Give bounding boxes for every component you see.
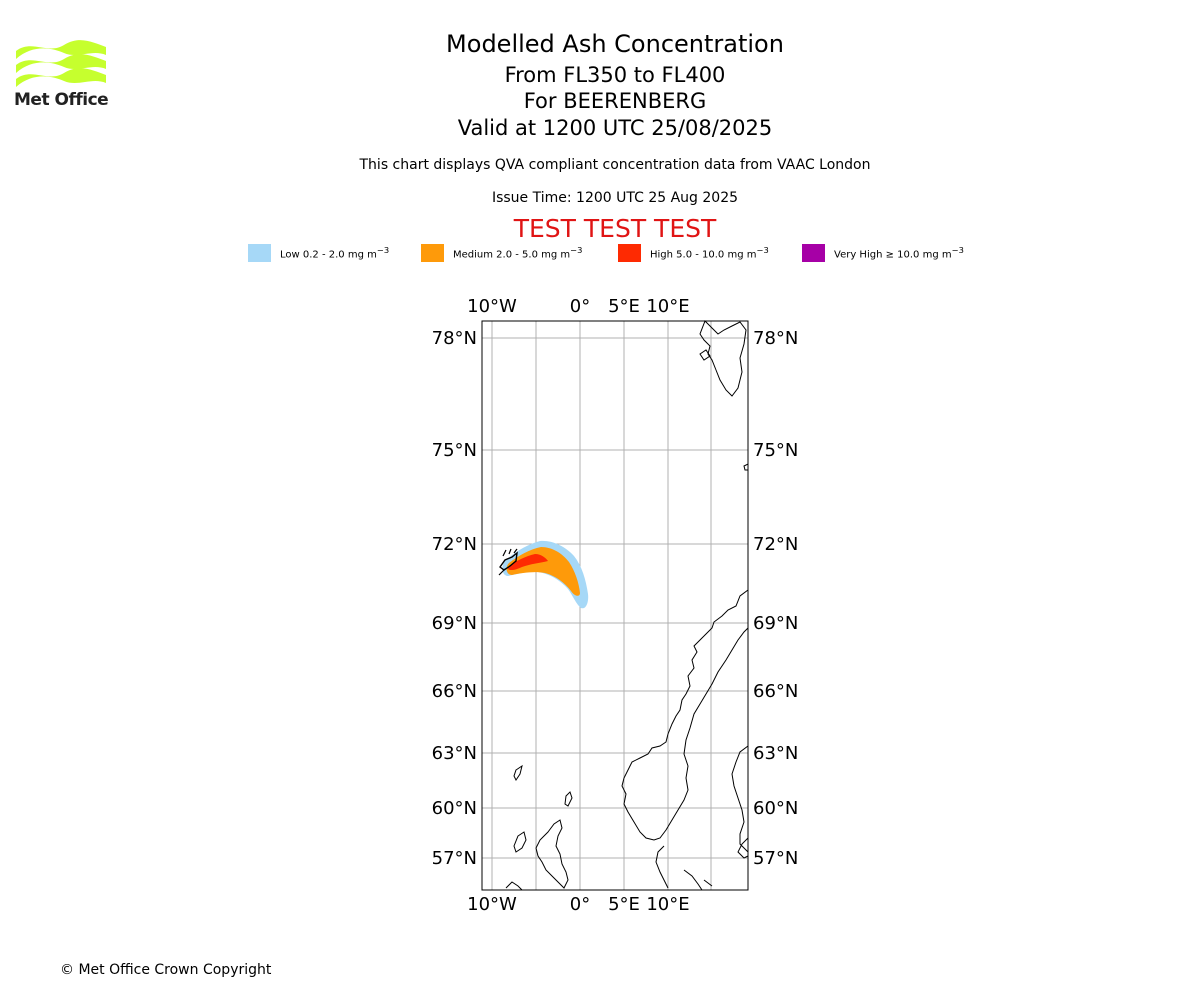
valid-time: Valid at 1200 UTC 25/08/2025 xyxy=(457,116,773,140)
lat-label-left-57n: 57°N xyxy=(432,848,477,869)
scotland-coast xyxy=(535,819,569,889)
lat-label-left-66n: 66°N xyxy=(432,681,477,702)
sweden-baltic-coast xyxy=(731,745,749,853)
lat-label-left-75n: 75°N xyxy=(432,440,477,461)
map-frame xyxy=(481,320,749,891)
copyright-notice: © Met Office Crown Copyright xyxy=(60,962,272,978)
lat-label-right-69n: 69°N xyxy=(753,613,798,634)
test-banner: TEST TEST TEST xyxy=(513,214,717,243)
lat-label-left-60n: 60°N xyxy=(432,798,477,819)
lat-label-left-69n: 69°N xyxy=(432,613,477,634)
lat-label-right-66n: 66°N xyxy=(753,681,798,702)
hebrides-coast xyxy=(513,831,527,853)
ash-plume xyxy=(502,540,589,609)
lat-label-left-72n: 72°N xyxy=(432,534,477,555)
lon-label-bottom-10w: 10°W xyxy=(467,894,517,915)
chart-title: Modelled Ash Concentration xyxy=(446,30,784,58)
legend-item-low: Low 0.2 - 2.0 mg m−3 xyxy=(248,244,389,262)
lat-label-left-78n: 78°N xyxy=(432,328,477,349)
legend-swatch-very-high xyxy=(802,244,825,262)
legend-swatch-high xyxy=(618,244,641,262)
faroe-coast xyxy=(513,764,523,781)
coastlines xyxy=(505,320,749,891)
legend-label-high: High 5.0 - 10.0 mg m−3 xyxy=(650,245,769,261)
lon-label-top-5e: 5°E xyxy=(608,296,640,317)
met-office-logo-icon xyxy=(16,40,106,87)
volcano-triangle-icon xyxy=(502,548,518,557)
lat-label-right-60n: 60°N xyxy=(753,798,798,819)
ireland-coast xyxy=(505,881,523,891)
lon-label-bottom-10e: 10°E xyxy=(646,894,689,915)
legend-item-medium: Medium 2.0 - 5.0 mg m−3 xyxy=(421,244,582,262)
lat-label-right-63n: 63°N xyxy=(753,743,798,764)
lon-label-top-10w: 10°W xyxy=(467,296,517,317)
graticule xyxy=(482,321,748,890)
lat-label-right-72n: 72°N xyxy=(753,534,798,555)
legend-item-high: High 5.0 - 10.0 mg m−3 xyxy=(618,244,769,262)
legend-label-very-high: Very High ≥ 10.0 mg m−3 xyxy=(834,245,964,261)
legend-item-very-high: Very High ≥ 10.0 mg m−3 xyxy=(802,244,964,262)
legend-label-low: Low 0.2 - 2.0 mg m−3 xyxy=(280,245,390,261)
legend-label-medium: Medium 2.0 - 5.0 mg m−3 xyxy=(453,245,583,261)
svalbard-island xyxy=(699,349,711,361)
volcano-name: For BEERENBERG xyxy=(523,89,707,113)
norway-coast xyxy=(621,589,749,841)
legend-swatch-low xyxy=(248,244,271,262)
lon-label-bottom-5e: 5°E xyxy=(608,894,640,915)
lon-label-top-0: 0° xyxy=(570,296,590,317)
lat-label-left-63n: 63°N xyxy=(432,743,477,764)
lat-label-right-75n: 75°N xyxy=(753,440,798,461)
flight-level-range: From FL350 to FL400 xyxy=(504,63,726,87)
lat-label-right-57n: 57°N xyxy=(753,848,798,869)
jan-mayen-tip xyxy=(498,568,506,576)
shetland-coast xyxy=(564,791,573,807)
denmark-coast xyxy=(655,845,713,891)
finland-coast xyxy=(737,837,749,859)
issue-time: Issue Time: 1200 UTC 25 Aug 2025 xyxy=(491,190,739,206)
lat-label-right-78n: 78°N xyxy=(753,328,798,349)
chart-description: This chart displays QVA compliant concen… xyxy=(359,157,871,173)
ash-plume-high xyxy=(508,554,548,571)
legend-swatch-medium xyxy=(421,244,444,262)
map-background xyxy=(482,321,748,890)
svalbard-coast xyxy=(699,320,747,397)
lon-label-bottom-0: 0° xyxy=(570,894,590,915)
logo-wordmark: Met Office xyxy=(14,90,109,110)
lon-label-top-10e: 10°E xyxy=(646,296,689,317)
ash-map: 10°W 0° 5°E 10°E 10°W 0° 5°E 10°E 78°N 7… xyxy=(432,296,799,915)
